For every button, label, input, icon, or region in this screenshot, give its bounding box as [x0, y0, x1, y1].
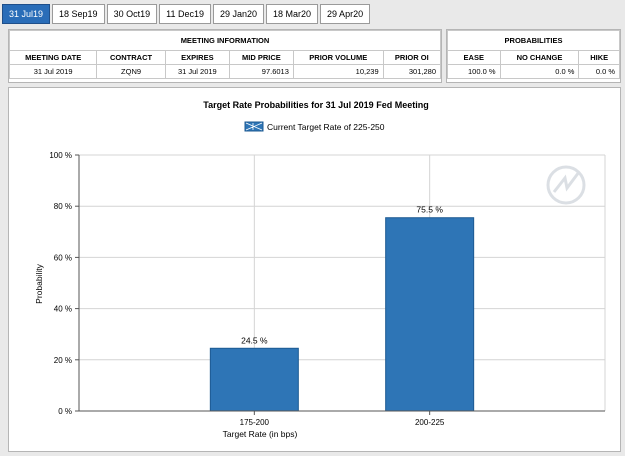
- meeting-info-table: MEETING INFORMATION MEETING DATE CONTRACT…: [8, 30, 442, 79]
- column-header: PRIOR OI: [382, 50, 442, 65]
- bar-175-200: [209, 347, 299, 412]
- x-tick-label: 175-200: [240, 418, 270, 427]
- legend-swatch-hatch: [245, 122, 263, 131]
- meeting-info-panel: MEETING INFORMATION MEETING DATE CONTRACT…: [8, 29, 442, 83]
- probabilities-heading: PROBABILITIES: [447, 30, 620, 51]
- x-tick-label: 200-225: [415, 418, 445, 427]
- x-axis: 175-200 200-225: [79, 410, 605, 427]
- tab-30-oct19[interactable]: 30 Oct19: [106, 4, 158, 24]
- tab-29-apr20[interactable]: 29 Apr20: [320, 4, 371, 24]
- table-cell: 301,280: [382, 64, 442, 79]
- column-header: HIKE: [578, 50, 620, 65]
- column-header: PRIOR VOLUME: [292, 50, 384, 65]
- y-axis-label: Probability: [34, 263, 44, 303]
- probabilities-panel: PROBABILITIES EASE NO CHANGE HIKE 100.0 % 0…: [446, 29, 621, 83]
- legend: Current Target Rate of 225-250: [244, 121, 385, 132]
- table-cell: 10,239: [292, 64, 384, 79]
- y-tick-label: 60 %: [54, 253, 72, 262]
- tab-29-jan20[interactable]: 29 Jan20: [212, 4, 265, 24]
- meeting-tabs: 31 Jul19 18 Sep19 30 Oct19 11 Dec19 29 Jan20…: [2, 3, 371, 25]
- bar-data-label: 75.5 %: [416, 205, 443, 215]
- column-header: EASE: [447, 50, 501, 65]
- y-axis: 0 % 20 % 40 % 60 % 80 % 100 %: [49, 151, 80, 416]
- watermark-logo: [546, 165, 586, 205]
- y-tick-label: 20 %: [54, 356, 72, 365]
- tab-18-mar20[interactable]: 18 Mar20: [266, 4, 319, 24]
- bars: 24.5 % 75.5 %: [209, 205, 475, 412]
- tab-11-dec19[interactable]: 11 Dec19: [159, 4, 211, 24]
- table-cell: ZQN9: [96, 64, 166, 79]
- probabilities-table: PROBABILITIES EASE NO CHANGE HIKE 100.0 % 0…: [447, 30, 620, 79]
- column-header: NO CHANGE: [499, 50, 580, 65]
- column-header: CONTRACT: [96, 50, 166, 65]
- tab-18-sep19[interactable]: 18 Sep19: [52, 4, 105, 24]
- table-cell: 31 Jul 2019: [8, 64, 98, 79]
- y-tick-label: 0 %: [58, 407, 72, 416]
- table-cell: 0.0 %: [499, 64, 580, 79]
- table-cell: 0.0 %: [578, 64, 620, 79]
- y-tick-label: 80 %: [54, 202, 72, 211]
- legend-label: Current Target Rate of 225-250: [267, 122, 385, 132]
- table-cell: 97.6013: [228, 64, 294, 79]
- tab-31-jul19[interactable]: 31 Jul19: [2, 4, 51, 24]
- probability-chart: Target Rate Probabilities for 31 Jul 201…: [34, 100, 606, 439]
- table-cell: 100.0 %: [447, 64, 501, 79]
- x-axis-label: Target Rate (in bps): [223, 429, 298, 439]
- column-header: MID PRICE: [228, 50, 294, 65]
- bar-200-225: [385, 217, 475, 412]
- y-tick-label: 100 %: [49, 151, 72, 160]
- meeting-info-heading: MEETING INFORMATION: [9, 30, 441, 51]
- bar-data-label: 24.5 %: [241, 335, 268, 345]
- table-cell: 31 Jul 2019: [164, 64, 230, 79]
- y-tick-label: 40 %: [54, 305, 72, 314]
- column-header: MEETING DATE: [8, 50, 98, 65]
- grid: [78, 154, 606, 412]
- chart-panel: Target Rate Probabilities for 31 Jul 201…: [8, 87, 621, 452]
- column-header: EXPIRES: [164, 50, 230, 65]
- chart-title: Target Rate Probabilities for 31 Jul 201…: [203, 100, 428, 110]
